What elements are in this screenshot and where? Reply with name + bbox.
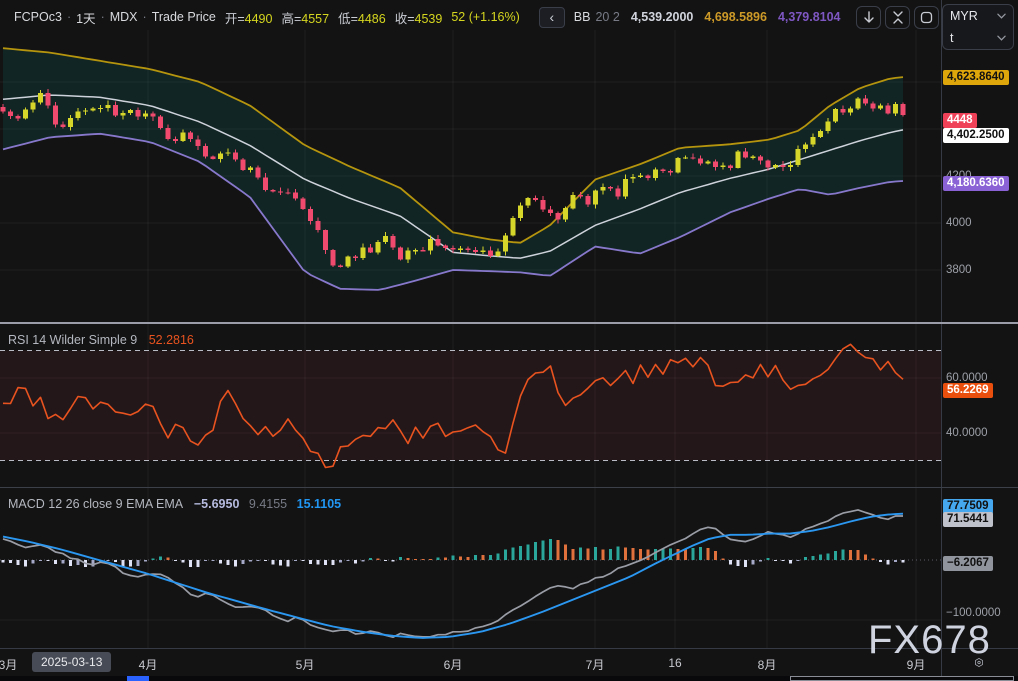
macd-line-value: 9.4155 <box>249 497 287 511</box>
time-axis-label: 4月 <box>139 656 158 673</box>
currency-value: MYR <box>950 9 978 23</box>
horizontal-scrollbar[interactable] <box>0 676 1018 681</box>
time-axis[interactable]: 2025-03-13 3月 4月 5月 6月 7月 16 8月 9月 <box>0 649 1018 676</box>
collapse-icon <box>891 11 905 24</box>
rsi-title: RSI 14 Wilder Simple 9 <box>8 333 137 347</box>
unit-value: t <box>950 31 953 45</box>
time-axis-label: 7月 <box>586 656 605 673</box>
macd-hist-value: −5.6950 <box>194 497 240 511</box>
low-label: 低= <box>338 12 358 26</box>
exchange: MDX <box>110 10 138 24</box>
time-axis-border <box>0 648 1018 649</box>
macd-legend[interactable]: MACD 12 26 close 9 EMA EMA −5.6950 9.415… <box>8 497 341 511</box>
macd-hist-badge: −6.2067 <box>943 556 993 571</box>
price-tick-label: 4000 <box>946 216 972 230</box>
bb-upper-value: 4,698.5896 <box>704 10 767 24</box>
chevron-down-icon <box>997 35 1006 41</box>
trading-chart-app: FCPOc3 · 1天 · MDX · Trade Price 开=4490 高… <box>0 0 1018 681</box>
bb-upper-badge: 4,623.8640 <box>943 70 1009 85</box>
chart-toolbar <box>856 6 939 29</box>
macd-tick-label: −100.0000 <box>946 606 1001 620</box>
bb-basis-badge: 4,402.2500 <box>943 128 1009 143</box>
bb-lower-badge: 4,180.6360 <box>943 176 1009 191</box>
rsi-tick-label: 40.0000 <box>946 426 988 440</box>
bb-params: 20 2 <box>595 10 619 24</box>
bb-basis-value: 4,539.2000 <box>631 10 694 24</box>
rsi-value: 52.2816 <box>149 333 194 347</box>
low-value: 4486 <box>358 12 386 26</box>
high-label: 高= <box>281 12 301 26</box>
symbol-legend: FCPOc3 · 1天 · MDX · Trade Price 开=4490 高… <box>14 7 841 27</box>
scroll-to-recent-button[interactable] <box>856 6 881 29</box>
price-axis-border <box>941 0 942 676</box>
gear-icon <box>974 655 984 670</box>
currency-unit-selector: MYR t <box>942 4 1014 50</box>
close-value: 4539 <box>415 12 443 26</box>
bb-name[interactable]: BB <box>574 10 591 24</box>
interval[interactable]: 1天 <box>76 8 95 27</box>
open-label: 开= <box>225 12 245 26</box>
chevron-left-icon: ‹ <box>549 10 554 24</box>
bb-lower-value: 4,379.8104 <box>778 10 841 24</box>
currency-dropdown[interactable]: MYR <box>943 5 1013 27</box>
pane-separator-rsi-macd[interactable] <box>0 487 1018 488</box>
scrollbar-thumb[interactable] <box>127 676 149 681</box>
fullscreen-icon <box>920 11 933 24</box>
high-value: 4557 <box>301 12 329 26</box>
open-value: 4490 <box>245 12 273 26</box>
fullscreen-button[interactable] <box>914 6 939 29</box>
series-type: Trade Price <box>152 10 216 24</box>
change-value: 52 (+1.16%) <box>451 10 519 24</box>
date-range-badge: 2025-03-13 <box>32 652 111 672</box>
price-tick-label: 3800 <box>946 263 972 277</box>
macd-signal-value: 15.1105 <box>297 497 342 511</box>
macd-title: MACD 12 26 close 9 EMA EMA <box>8 497 182 511</box>
pane-separator-price-rsi[interactable] <box>0 322 1018 324</box>
axis-settings-button[interactable] <box>968 651 990 673</box>
collapse-pane-button[interactable] <box>885 6 910 29</box>
time-axis-label: 5月 <box>296 656 315 673</box>
rsi-legend[interactable]: RSI 14 Wilder Simple 9 52.2816 <box>8 333 194 347</box>
time-axis-label: 6月 <box>444 656 463 673</box>
last-price-badge: 4448 <box>943 113 977 128</box>
time-axis-label: 16 <box>668 656 681 670</box>
time-axis-label: 3月 <box>0 656 17 673</box>
chevron-down-icon <box>997 13 1006 19</box>
unit-dropdown[interactable]: t <box>943 27 1013 49</box>
time-axis-label: 8月 <box>758 656 777 673</box>
arrow-down-icon <box>863 11 875 24</box>
indicator-back-button[interactable]: ‹ <box>539 7 565 28</box>
close-label: 收= <box>395 12 415 26</box>
time-axis-label: 9月 <box>907 656 926 673</box>
rsi-value-badge: 56.2269 <box>943 383 993 398</box>
macd-line-badge: 71.5441 <box>943 512 993 527</box>
symbol-name[interactable]: FCPOc3 <box>14 10 62 24</box>
visible-range-handle[interactable] <box>790 676 1014 681</box>
